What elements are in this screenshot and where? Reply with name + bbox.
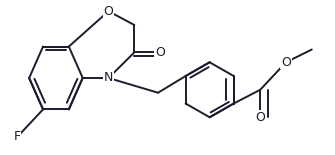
Text: O: O — [281, 56, 291, 69]
Text: O: O — [155, 46, 165, 59]
Text: F: F — [14, 130, 21, 143]
Text: O: O — [104, 5, 114, 18]
Text: N: N — [104, 71, 113, 84]
Text: O: O — [255, 111, 265, 124]
